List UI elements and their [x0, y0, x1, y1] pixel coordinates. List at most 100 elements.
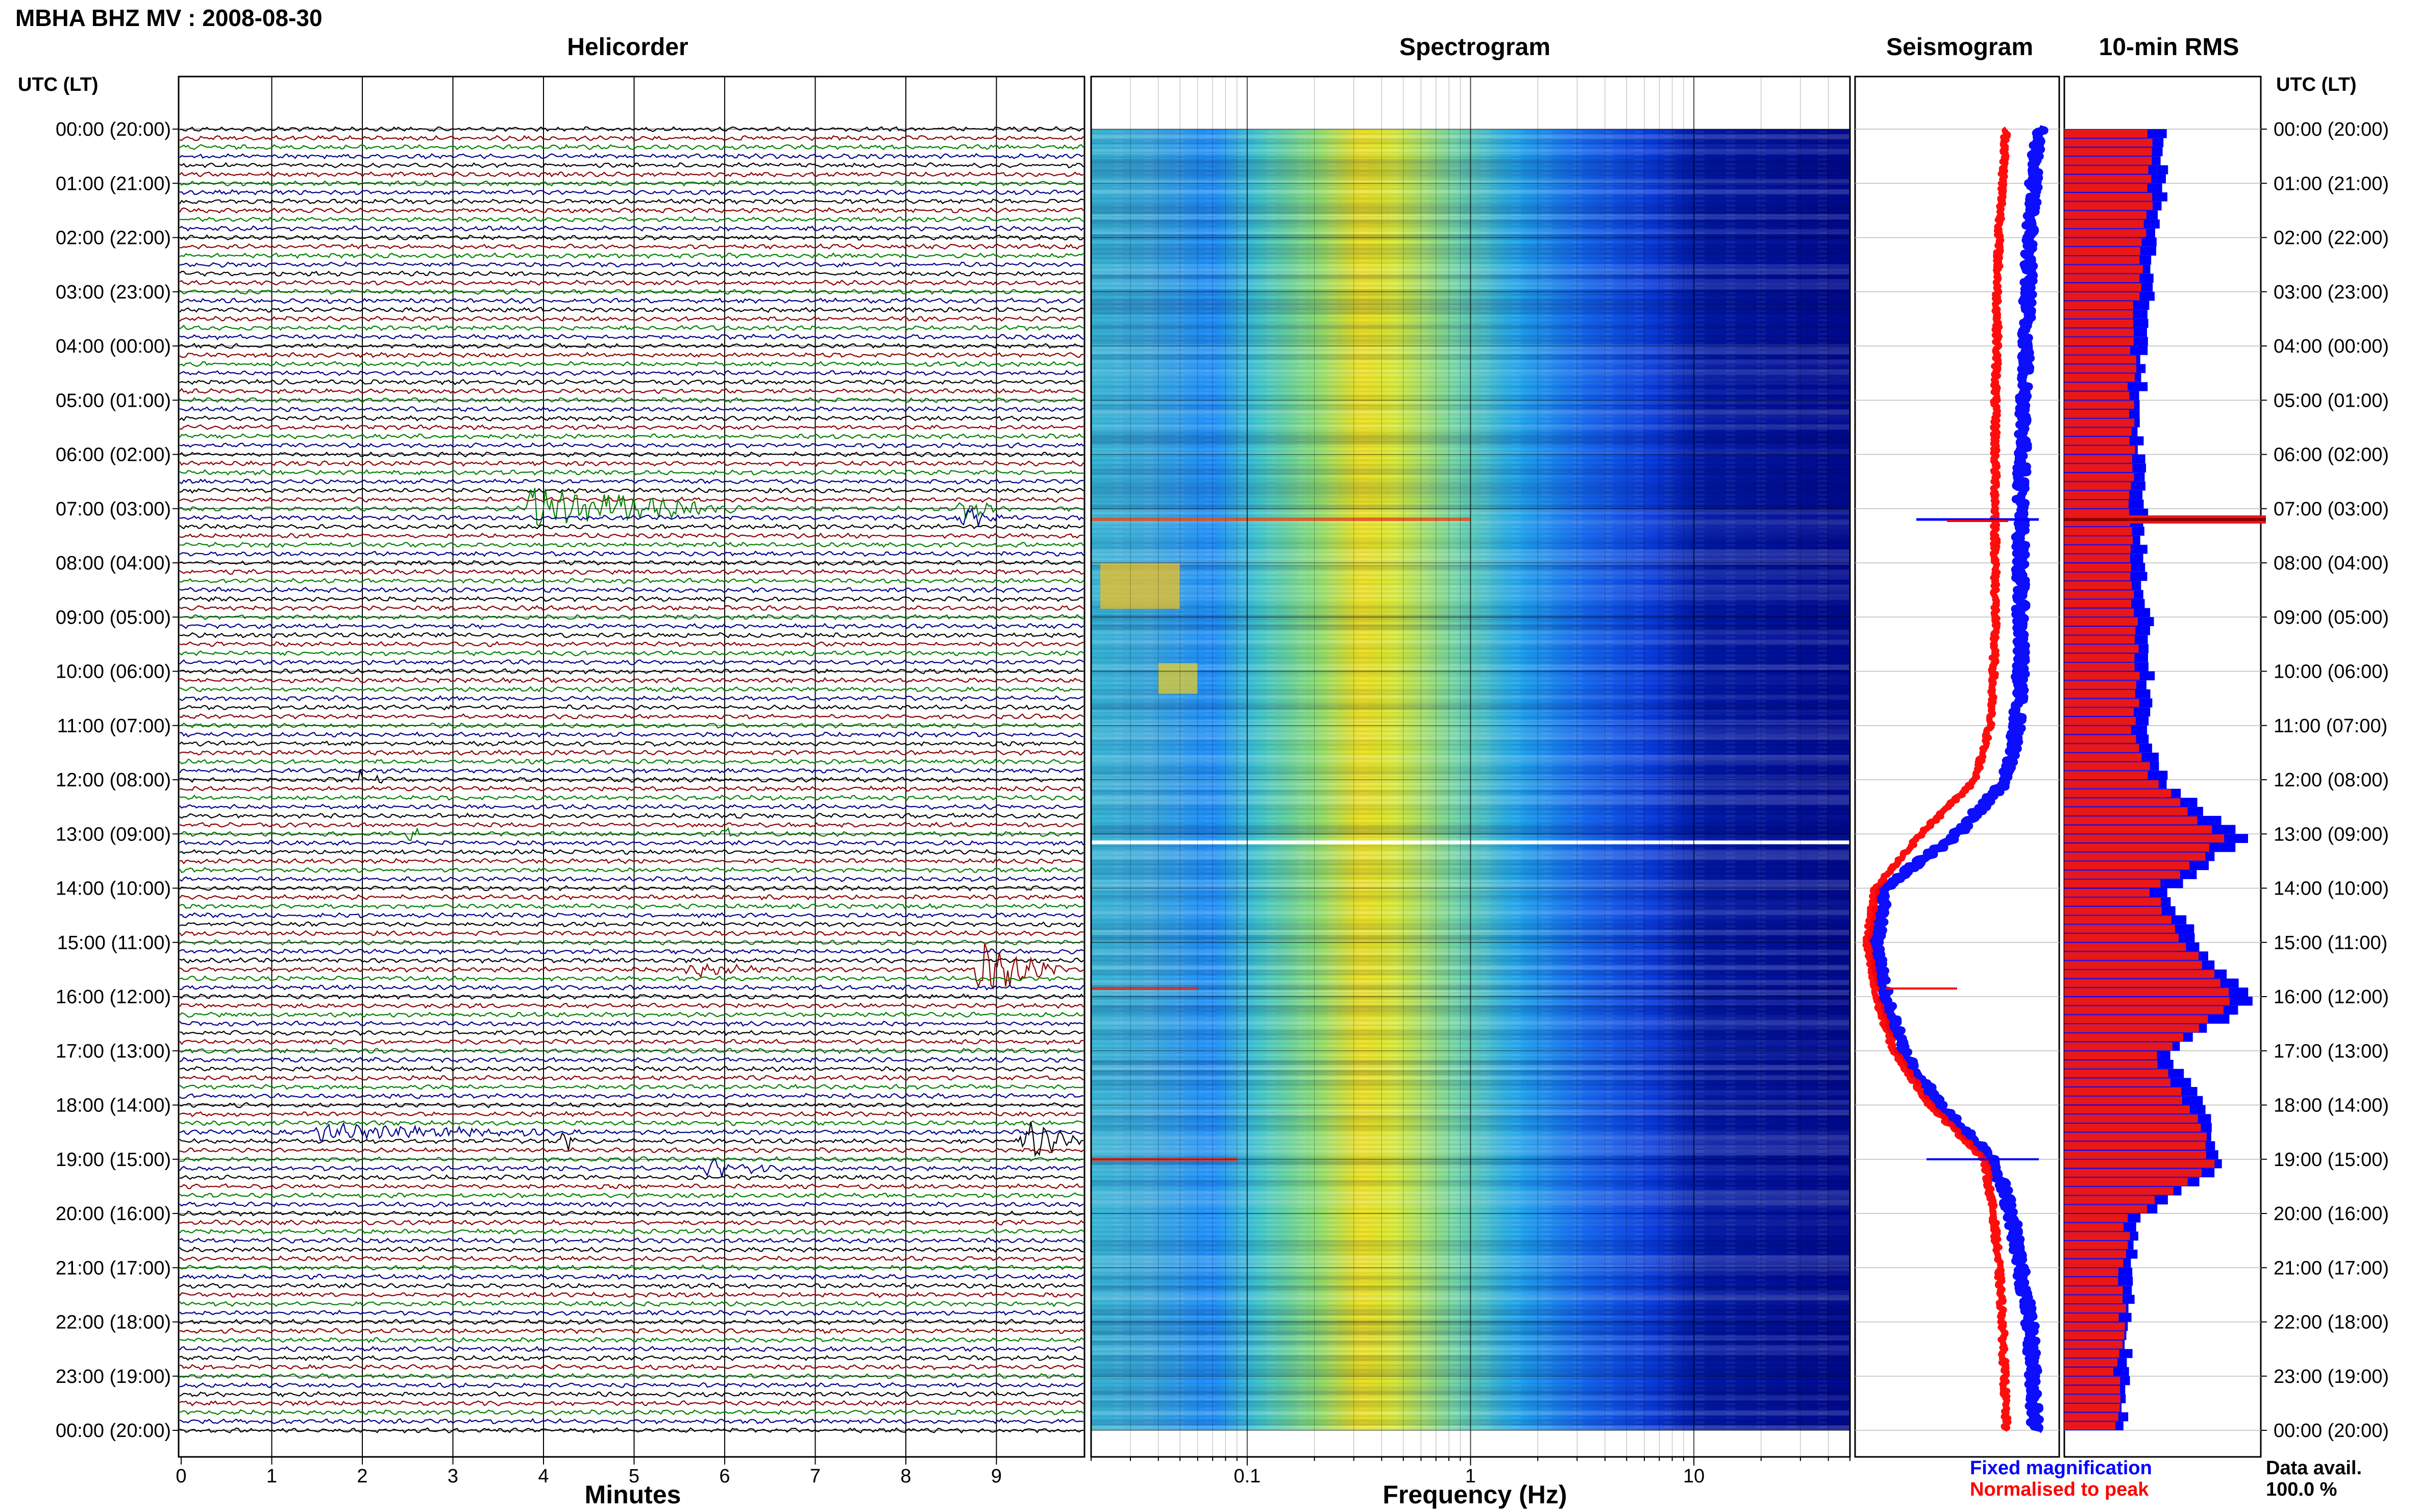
helicorder-trace	[179, 943, 1084, 990]
helicorder-trace	[179, 1228, 1084, 1235]
helicorder-trace	[179, 189, 1084, 195]
helicorder-trace	[179, 1002, 1084, 1009]
rms-bar-normalised	[2064, 1114, 2198, 1123]
helicorder-trace	[179, 659, 1084, 665]
rms-bar-normalised	[2064, 771, 2148, 779]
helicorder-trace	[179, 1282, 1084, 1290]
time-label-left: 12:00 (08:00)	[56, 770, 171, 791]
helicorder-trace	[179, 1273, 1084, 1280]
minute-tick-label: 9	[991, 1466, 1002, 1487]
rms-bar-normalised	[2064, 1060, 2158, 1069]
helicorder-trace	[179, 1029, 1084, 1036]
rms-bar-normalised	[2064, 572, 2131, 581]
rms-title: 10-min RMS	[2099, 34, 2239, 61]
rms-bar-normalised	[2064, 816, 2198, 825]
rms-bar-normalised	[2064, 1033, 2183, 1042]
rms-bar-normalised	[2064, 184, 2148, 192]
helicorder-trace	[179, 713, 1084, 720]
helicorder-trace	[179, 605, 1084, 611]
rms-bar-normalised	[2064, 1358, 2118, 1367]
helicorder-trace	[179, 1409, 1084, 1416]
time-label-right: 09:00 (05:00)	[2274, 607, 2389, 628]
time-label-right: 18:00 (14:00)	[2274, 1095, 2389, 1117]
helicorder-trace	[179, 912, 1084, 919]
rms-bar-normalised	[2064, 418, 2135, 427]
rms-bar-normalised	[2064, 437, 2130, 445]
helicorder-trace	[179, 876, 1084, 882]
time-label-left: 01:00 (21:00)	[56, 173, 171, 194]
helicorder-trace	[179, 361, 1084, 367]
rms-spike-core	[2064, 518, 2266, 521]
rms-bar-normalised	[2064, 265, 2143, 274]
rms-bar-normalised	[2064, 1051, 2157, 1059]
time-label-left: 00:00 (20:00)	[56, 1420, 171, 1442]
time-label-right: 15:00 (11:00)	[2274, 932, 2387, 954]
helicorder-trace	[179, 1048, 1084, 1054]
minute-tick-label: 7	[810, 1466, 821, 1487]
rms-bar-normalised	[2064, 581, 2132, 590]
helicorder-trace	[179, 415, 1084, 422]
time-label-left: 07:00 (03:00)	[56, 499, 171, 520]
time-label-right: 06:00 (02:00)	[2274, 444, 2389, 466]
data-availability-value: 100.0 %	[2266, 1479, 2337, 1500]
seismogram-series-normalised	[1862, 127, 2012, 1432]
utc-header-left: UTC (LT)	[18, 74, 98, 95]
helicorder-trace	[179, 1255, 1084, 1262]
time-label-right: 00:00 (20:00)	[2274, 1420, 2389, 1442]
rms-bar-normalised	[2064, 762, 2150, 771]
rms-bar-normalised	[2064, 1223, 2124, 1231]
helicorder-trace	[179, 270, 1084, 277]
rms-bar-normalised	[2064, 527, 2132, 535]
rms-bar-normalised	[2064, 608, 2134, 617]
time-label-right: 07:00 (03:00)	[2274, 499, 2389, 520]
helicorder-trace	[179, 1292, 1084, 1298]
rms-bar-normalised	[2064, 1385, 2120, 1394]
rms-bar-normalised	[2064, 455, 2132, 463]
helicorder-trace	[179, 207, 1084, 214]
rms-bar-normalised	[2064, 599, 2131, 608]
minute-tick-label: 4	[538, 1466, 549, 1487]
rms-bar-normalised	[2064, 626, 2136, 635]
rms-bar-normalised	[2064, 346, 2131, 355]
rms-bar-normalised	[2064, 491, 2130, 500]
helicorder-trace	[179, 930, 1084, 937]
helicorder-trace	[179, 785, 1084, 792]
time-label-left: 15:00 (11:00)	[57, 932, 171, 954]
rms-bar-normalised	[2064, 1178, 2188, 1186]
helicorder-trace	[179, 1159, 1084, 1177]
rms-bar-normalised	[2064, 645, 2139, 653]
helicorder-trace	[179, 1237, 1084, 1244]
time-axis-labels: 00:00 (20:00) 00:00 (20:00) 01:00 (21:00) 0…	[56, 119, 2389, 1442]
helicorder-trace	[179, 1246, 1084, 1253]
time-label-left: 04:00 (00:00)	[56, 336, 171, 357]
helicorder-trace	[179, 460, 1084, 467]
rms-bar-normalised	[2064, 428, 2132, 436]
rms-bar-normalised	[2064, 1304, 2126, 1312]
time-label-left: 19:00 (15:00)	[56, 1149, 171, 1171]
seismogram-series-fixed	[1868, 125, 2048, 1433]
time-label-right: 11:00 (07:00)	[2274, 715, 2387, 737]
time-label-right: 14:00 (10:00)	[2274, 878, 2389, 900]
minute-tick-label: 3	[448, 1466, 458, 1487]
helicorder-trace	[179, 686, 1084, 693]
helicorder-trace	[179, 487, 1084, 494]
helicorder-trace	[179, 1110, 1084, 1118]
helicorder-trace	[179, 858, 1084, 864]
rms-bar-normalised	[2064, 1042, 2173, 1051]
rms-bar-normalised	[2064, 536, 2133, 544]
helicorder-trace	[179, 812, 1084, 819]
rms-bar-normalised	[2064, 1349, 2119, 1358]
time-label-left: 06:00 (02:00)	[56, 444, 171, 466]
spectrogram-panel: 0.1 1 10	[1090, 76, 1851, 1487]
helicorder-trace	[179, 261, 1084, 268]
helicorder-trace	[179, 1065, 1084, 1073]
rms-bar-normalised	[2064, 509, 2130, 517]
frequency-tick-label: 1	[1465, 1466, 1476, 1487]
rms-bar-normalised	[2064, 979, 2220, 987]
time-label-left: 17:00 (13:00)	[56, 1040, 171, 1062]
time-label-right: 16:00 (12:00)	[2274, 986, 2389, 1008]
rms-bar-normalised	[2064, 138, 2153, 147]
rms-bar-normalised	[2064, 1078, 2170, 1087]
time-label-left: 11:00 (07:00)	[57, 715, 171, 737]
helicorder-trace	[179, 668, 1084, 675]
